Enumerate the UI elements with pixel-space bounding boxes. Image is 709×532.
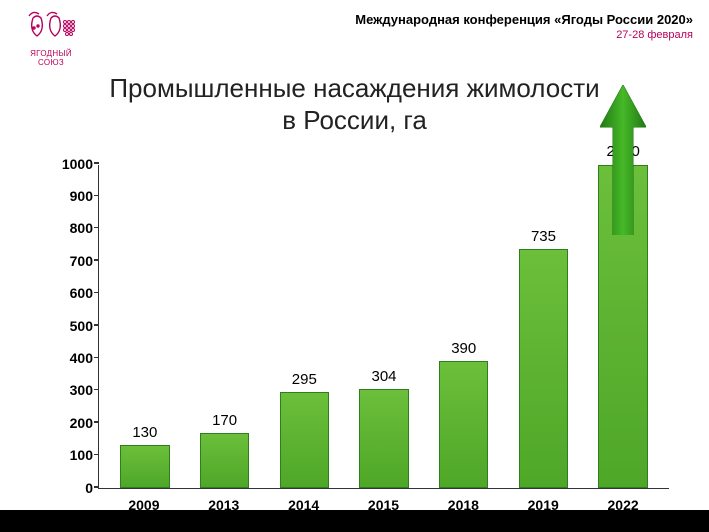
- bar-slot: 2000: [583, 165, 663, 488]
- bar-slot: 170: [185, 165, 265, 488]
- bar-value-label: 130: [132, 424, 157, 441]
- y-tick-label: 0: [47, 480, 93, 496]
- conference-title: Международная конференция «Ягоды России …: [86, 12, 693, 27]
- bar: [200, 433, 249, 488]
- chart-title: Промышленные насаждения жимолости в Росс…: [0, 72, 709, 137]
- bar-value-label: 735: [531, 228, 556, 245]
- bar: [280, 392, 329, 488]
- bar: [439, 361, 488, 487]
- y-tick-label: 200: [47, 415, 93, 431]
- y-tick-label: 300: [47, 382, 93, 398]
- y-tick-label: 1000: [47, 156, 93, 172]
- y-tick-label: 100: [47, 447, 93, 463]
- bar: [598, 165, 647, 488]
- bar-value-label: 170: [212, 412, 237, 429]
- bar: [519, 249, 568, 487]
- conference-header: Международная конференция «Ягоды России …: [86, 8, 693, 41]
- bar-value-label: 390: [451, 340, 476, 357]
- y-tick-label: 900: [47, 188, 93, 204]
- logo-text-line2: СОЮЗ: [30, 59, 72, 68]
- y-tick-label: 500: [47, 318, 93, 334]
- bar: [120, 445, 169, 487]
- bar-slot: 130: [105, 165, 185, 488]
- bar-value-label: 304: [372, 368, 397, 385]
- y-tick-label: 600: [47, 285, 93, 301]
- bar-value-label: 2000: [606, 143, 639, 160]
- bar-chart: 0100200300400500600700800900100013017029…: [40, 165, 669, 525]
- bar-slot: 735: [504, 165, 584, 488]
- conference-date: 27-28 февраля: [86, 29, 693, 41]
- logo-block: ЯГОДНЫЙ СОЮЗ: [16, 8, 86, 68]
- y-tick-label: 800: [47, 220, 93, 236]
- y-tick-label: 400: [47, 350, 93, 366]
- bar-slot: 304: [344, 165, 424, 488]
- bar: [359, 389, 408, 487]
- berry-union-logo-icon: [23, 8, 79, 48]
- bar-value-label: 295: [292, 371, 317, 388]
- y-tick-label: 700: [47, 253, 93, 269]
- footer-bar: [0, 510, 709, 532]
- bar-slot: 295: [264, 165, 344, 488]
- bar-slot: 390: [424, 165, 504, 488]
